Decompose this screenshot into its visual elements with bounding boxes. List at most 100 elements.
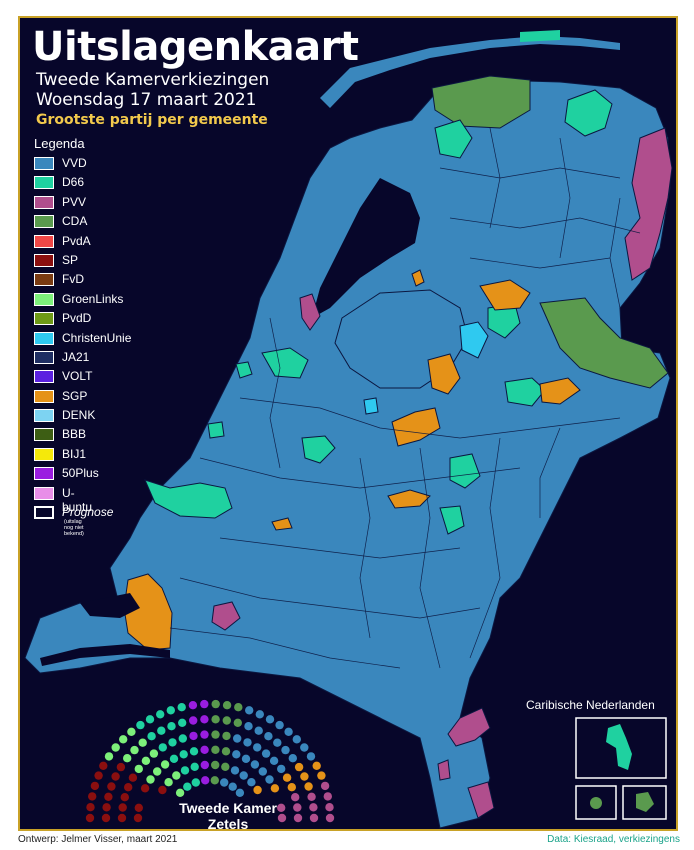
seat-dot <box>294 762 304 772</box>
seat-dot <box>134 764 143 774</box>
seat-dot <box>244 722 253 731</box>
seat-dot <box>140 784 150 793</box>
seat-dot <box>153 767 162 776</box>
seat-dot <box>178 718 187 727</box>
map-region-d66-nijmegen <box>449 453 481 489</box>
seat-dot <box>307 792 316 801</box>
legend-item-prognose: Prognose (uitslag nog niet bekend) <box>34 504 113 537</box>
seat-dot <box>247 778 256 787</box>
seat-dot <box>243 738 252 747</box>
legend: Legenda VVD D66 PVV CDA PvdA SP FvD GroenLinks P… <box>34 136 131 537</box>
seat-dot <box>128 773 138 782</box>
seat-dot <box>233 718 242 727</box>
map-region-sgp-rijssen <box>539 377 581 405</box>
map-region-d66-leiden <box>207 421 225 439</box>
map-panel: Uitslagenkaart Tweede Kamerverkiezingen … <box>18 16 678 831</box>
seat-dot <box>284 727 293 736</box>
seat-dot <box>277 803 286 812</box>
seat-dot <box>189 747 199 756</box>
legend-label: GroenLinks <box>62 291 124 306</box>
seat-dot <box>287 783 296 792</box>
seat-dot <box>123 754 132 763</box>
map-region-pvv-east-groningen <box>624 127 673 281</box>
map-region-pvv-volendam <box>299 293 321 331</box>
legend-item: JA21 <box>34 349 89 368</box>
seat-dot <box>160 760 170 769</box>
seat-dot <box>320 781 330 791</box>
seat-dot <box>293 803 302 812</box>
seat-dot <box>166 706 175 715</box>
map-title: Uitslagenkaart <box>32 24 359 70</box>
map-region-sgp-alblasserwaard <box>271 517 293 531</box>
seat-dot <box>117 813 127 823</box>
seat-dot <box>300 743 309 752</box>
map-region-pvv-brabant-west <box>211 601 241 631</box>
seat-dot <box>146 775 155 784</box>
seat-dot <box>250 760 260 769</box>
map-region-d66-deventer <box>504 377 546 407</box>
seat-dot <box>147 732 156 741</box>
seat-dot <box>258 767 267 776</box>
seat-dot <box>304 782 313 791</box>
seat-dot <box>130 745 139 755</box>
seat-dot <box>277 764 286 774</box>
seat-dot <box>94 771 103 780</box>
seat-dot <box>230 766 240 775</box>
map-ijsselmeer <box>312 178 420 318</box>
seat-dot <box>220 778 229 787</box>
seat-dot <box>177 703 186 712</box>
seat-dot <box>323 792 332 801</box>
seat-dot <box>101 813 111 823</box>
legend-item: SGP <box>34 388 87 407</box>
legend-swatch <box>34 350 54 364</box>
legend-label: D66 <box>62 175 85 190</box>
seat-dot <box>317 771 326 780</box>
seat-dot <box>104 752 114 761</box>
seat-dot <box>200 745 209 754</box>
seat-dot <box>189 716 198 725</box>
seat-dot <box>211 745 220 754</box>
seat-dot <box>241 754 251 763</box>
seat-dot <box>167 722 176 731</box>
legend-swatch <box>34 409 54 423</box>
legend-item: GroenLinks <box>34 291 123 310</box>
seat-dot <box>309 813 319 823</box>
legend-swatch <box>34 467 54 481</box>
legend-label: SP <box>62 252 79 267</box>
legend-swatch <box>34 292 54 306</box>
seat-dot <box>189 731 198 741</box>
seat-dot <box>234 703 243 712</box>
map-region-sgp-zeeland <box>123 573 173 651</box>
legend-swatch <box>34 312 54 326</box>
parliament-seats <box>85 699 335 823</box>
seat-dot <box>88 792 97 801</box>
map-region-d66-utrecht <box>301 435 336 464</box>
legend-label: BIJ1 <box>62 446 87 461</box>
seat-dot <box>168 738 177 747</box>
seat-dot <box>86 803 95 812</box>
legend-item: D66 <box>34 174 85 193</box>
map-region-sgp-staphorst <box>479 279 531 311</box>
legend-item: PvdA <box>34 233 91 252</box>
seat-dot <box>138 738 147 747</box>
legend-label: VVD <box>62 156 87 170</box>
legend-swatch <box>34 157 54 170</box>
seat-dot <box>228 782 237 791</box>
seat-dot <box>291 793 300 802</box>
seat-dot <box>210 776 219 785</box>
seat-dot <box>235 788 245 797</box>
legend-label: BBB <box>62 427 87 442</box>
legend-label: VOLT <box>62 369 93 384</box>
seat-dot <box>169 754 179 763</box>
seat-dot <box>136 720 145 730</box>
seat-dot <box>211 715 220 724</box>
seat-dot <box>265 775 274 784</box>
map-region-christenunie-dronten <box>459 321 489 359</box>
seat-dot <box>233 734 242 743</box>
map-region-pvv-limburg <box>447 707 491 747</box>
seat-dot <box>325 813 335 823</box>
map-region-d66-groningen <box>564 89 613 137</box>
legend-item: BIJ1 <box>34 446 87 465</box>
carib-island-statia <box>636 792 654 812</box>
seat-dot <box>119 735 128 744</box>
